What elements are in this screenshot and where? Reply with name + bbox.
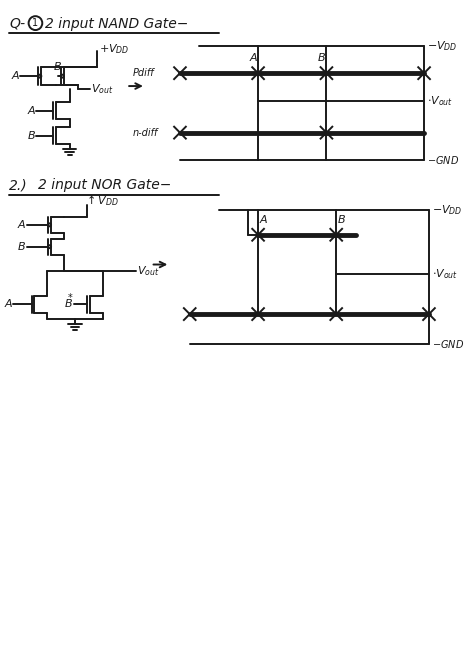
- Text: A: A: [18, 220, 26, 230]
- Text: B: B: [338, 215, 346, 225]
- Text: B: B: [318, 53, 325, 64]
- Text: B: B: [65, 299, 73, 309]
- Text: A: A: [4, 299, 12, 309]
- Text: $-GND$: $-GND$: [427, 154, 459, 166]
- Text: B: B: [18, 241, 26, 252]
- Text: 2.): 2.): [9, 178, 27, 192]
- Text: *: *: [68, 293, 73, 303]
- Text: $-GND$: $-GND$: [432, 338, 464, 350]
- Text: $\cdot V_{out}$: $\cdot V_{out}$: [427, 94, 453, 108]
- Text: $V_{out}$: $V_{out}$: [91, 82, 113, 96]
- Text: 2 input NAND Gate−: 2 input NAND Gate−: [45, 17, 189, 31]
- Text: B: B: [28, 130, 36, 141]
- Text: 1: 1: [32, 18, 38, 28]
- Text: $\uparrow V_{DD}$: $\uparrow V_{DD}$: [84, 193, 119, 208]
- Text: Q-: Q-: [9, 17, 25, 31]
- Text: $+V_{DD}$: $+V_{DD}$: [99, 42, 129, 56]
- Text: 2 input NOR Gate−: 2 input NOR Gate−: [38, 178, 172, 192]
- Text: A: A: [249, 53, 257, 64]
- Text: B: B: [54, 62, 62, 72]
- Text: Pdiff: Pdiff: [133, 68, 155, 78]
- Text: $-V_{DD}$: $-V_{DD}$: [432, 203, 463, 217]
- Text: $V_{out}$: $V_{out}$: [137, 265, 160, 278]
- Text: $-V_{DD}$: $-V_{DD}$: [427, 40, 457, 53]
- Text: A: A: [260, 215, 268, 225]
- Text: A: A: [28, 106, 36, 116]
- Text: A: A: [11, 71, 19, 81]
- Text: $\cdot V_{out}$: $\cdot V_{out}$: [432, 267, 458, 281]
- Text: n-diff: n-diff: [133, 128, 158, 138]
